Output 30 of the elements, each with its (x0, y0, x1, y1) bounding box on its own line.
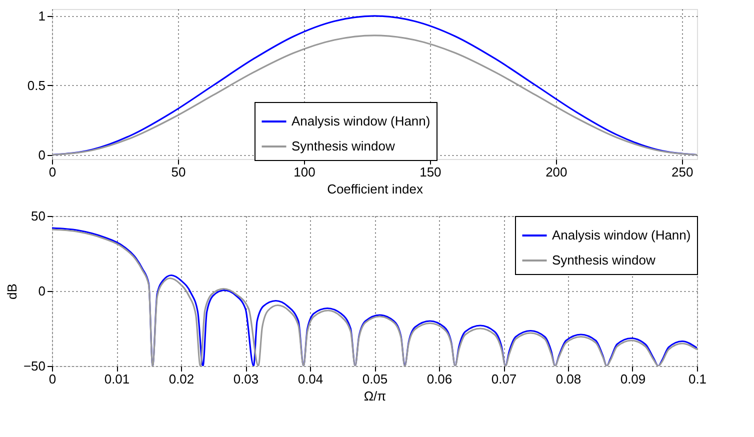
y-tick-label: 0.5 (27, 78, 46, 93)
y-tick-label: −50 (23, 358, 46, 374)
y-tick-label: 1 (38, 8, 46, 24)
x-tick-label: 0.03 (233, 372, 259, 386)
legend-label: Synthesis window (292, 138, 396, 154)
x-tick-label: 0.02 (168, 372, 194, 386)
legend-label: Analysis window (Hann) (292, 114, 430, 128)
y-tick-label: 0 (38, 147, 46, 162)
x-tick-label: 0.1 (688, 372, 707, 386)
y-tick-label: 50 (31, 208, 46, 224)
x-axis-title: Coefficient index (327, 182, 424, 196)
x-tick-label: 200 (546, 164, 568, 180)
x-tick-label: 0 (48, 372, 56, 386)
y-axis-title: dB (4, 284, 20, 300)
x-tick-label: 0.08 (556, 372, 582, 386)
x-tick-label: 0.01 (104, 372, 130, 386)
x-axis-title: Ω/π (364, 388, 386, 404)
x-tick-label: 50 (171, 164, 186, 180)
x-tick-label: 0.07 (491, 372, 517, 386)
x-tick-label: 100 (294, 164, 316, 180)
x-tick-label: 0.09 (620, 372, 646, 386)
x-tick-label: 0 (48, 164, 56, 180)
legend-label: Analysis window (Hann) (552, 228, 691, 242)
legend-label: Synthesis window (552, 252, 656, 268)
x-tick-label: 150 (420, 164, 442, 180)
x-tick-label: 0.04 (298, 372, 324, 386)
x-tick-label: 250 (672, 164, 694, 180)
x-tick-label: 0.05 (362, 372, 388, 386)
x-tick-label: 0.06 (426, 372, 452, 386)
y-tick-label: 0 (38, 284, 46, 298)
